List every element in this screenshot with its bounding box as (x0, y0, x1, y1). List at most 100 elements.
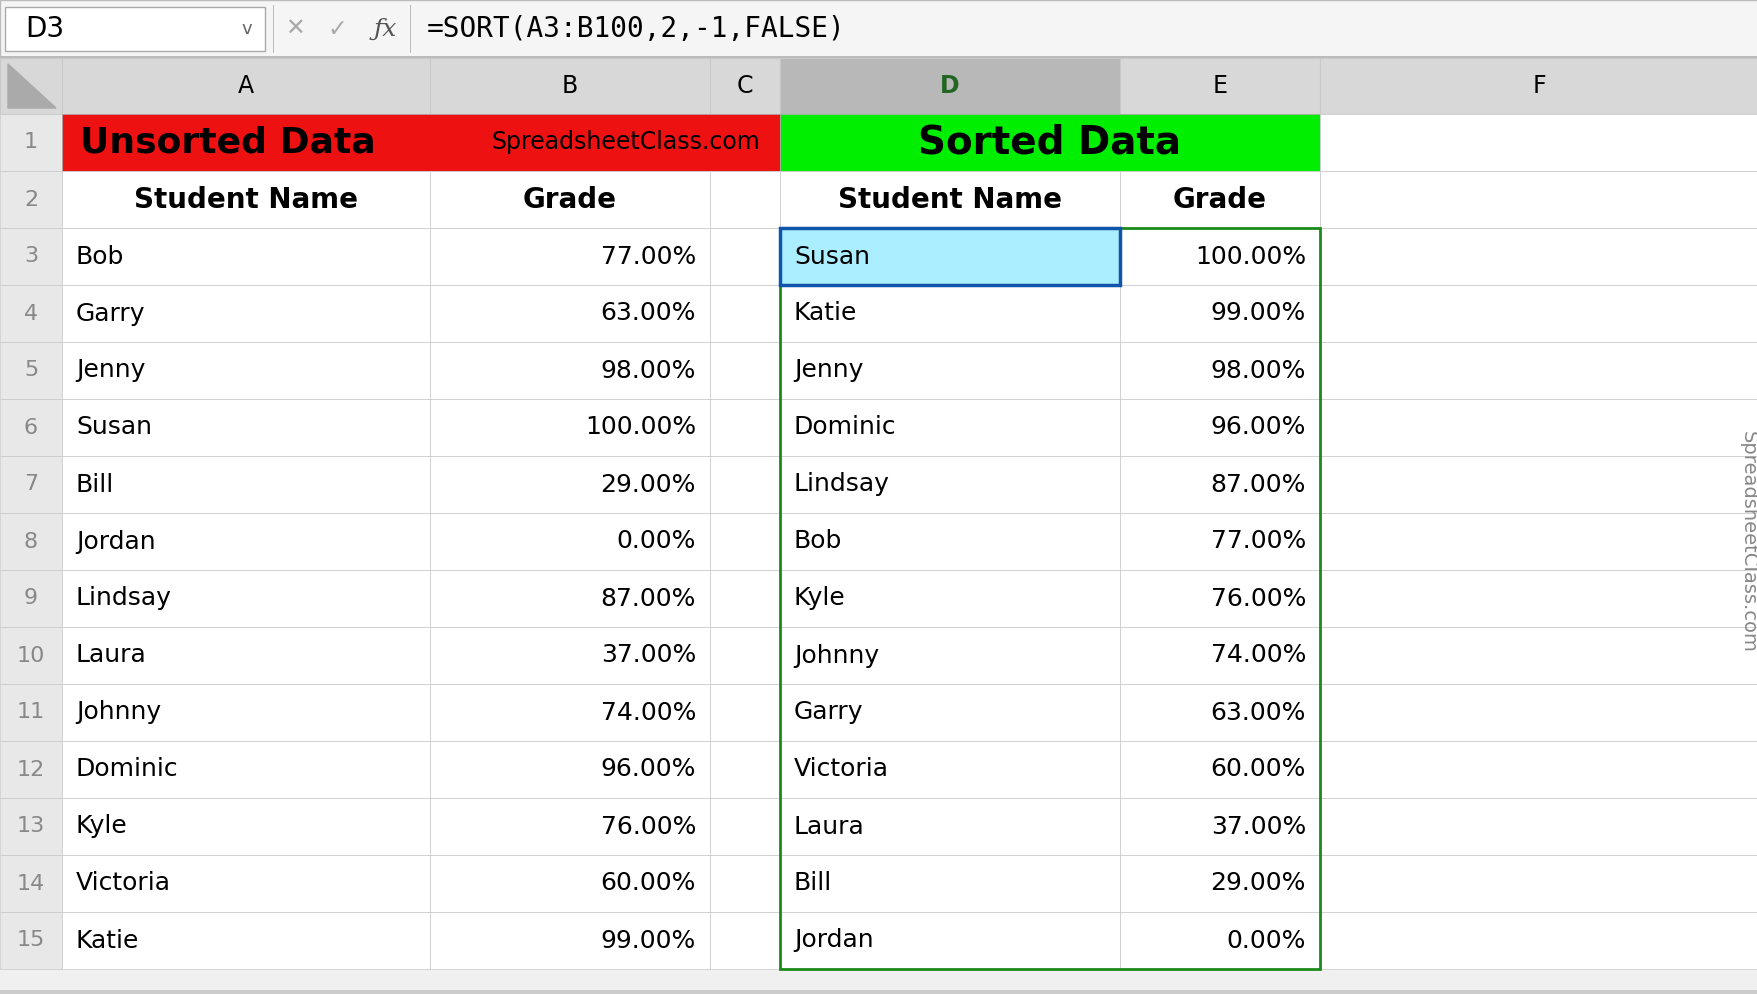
Bar (710, 285, 780, 342)
Bar (0, 513, 61, 570)
Text: 14: 14 (18, 874, 46, 894)
Bar (780, 912, 1119, 969)
Text: Jordan: Jordan (76, 530, 156, 554)
Text: 1: 1 (25, 132, 39, 152)
Bar (0, 0, 1757, 58)
Bar (0, 171, 61, 228)
Bar (780, 171, 1119, 228)
Bar (0, 990, 1757, 994)
Text: Garry: Garry (76, 301, 146, 325)
Text: 77.00%: 77.00% (1211, 530, 1305, 554)
Bar (61, 912, 430, 969)
Text: Laura: Laura (76, 643, 146, 668)
Text: 4: 4 (25, 303, 39, 323)
Bar (430, 798, 710, 855)
Text: 77.00%: 77.00% (601, 245, 696, 268)
Text: Kyle: Kyle (794, 586, 845, 610)
Text: 15: 15 (18, 930, 46, 950)
Bar (710, 58, 780, 114)
Bar (430, 684, 710, 741)
Text: Johnny: Johnny (76, 701, 162, 725)
Bar (430, 228, 710, 285)
Bar (780, 228, 1119, 285)
Text: ✓: ✓ (327, 17, 346, 41)
Text: 29.00%: 29.00% (601, 472, 696, 496)
Text: Jordan: Jordan (794, 928, 873, 952)
Bar (61, 855, 430, 912)
Text: D3: D3 (25, 15, 63, 43)
Bar (430, 627, 710, 684)
Bar (0, 855, 61, 912)
Bar (430, 570, 710, 627)
Text: Katie: Katie (76, 928, 139, 952)
Bar (61, 114, 780, 171)
Text: 0.00%: 0.00% (1226, 928, 1305, 952)
Bar (0, 798, 61, 855)
Text: 100.00%: 100.00% (1195, 245, 1305, 268)
Bar (780, 114, 1320, 171)
Text: 96.00%: 96.00% (1211, 415, 1305, 439)
Text: 96.00%: 96.00% (601, 757, 696, 781)
Text: 0.00%: 0.00% (617, 530, 696, 554)
Text: Katie: Katie (794, 301, 857, 325)
Bar (0, 285, 61, 342)
Text: 74.00%: 74.00% (1211, 643, 1305, 668)
Bar (0, 58, 61, 114)
Text: 5: 5 (25, 361, 39, 381)
Bar (61, 342, 430, 399)
Bar (430, 741, 710, 798)
Bar (1119, 684, 1320, 741)
Bar (1320, 342, 1757, 399)
Bar (61, 570, 430, 627)
Text: 8: 8 (25, 532, 39, 552)
Bar (1320, 285, 1757, 342)
Bar (1119, 855, 1320, 912)
Text: 6: 6 (25, 417, 39, 437)
Bar (430, 342, 710, 399)
Bar (1320, 399, 1757, 456)
Bar (780, 228, 1320, 969)
Text: 76.00%: 76.00% (601, 814, 696, 839)
Bar (430, 58, 710, 114)
Bar (1320, 513, 1757, 570)
Bar (710, 627, 780, 684)
Bar (0, 228, 61, 285)
Text: Unsorted Data: Unsorted Data (81, 125, 376, 159)
Polygon shape (9, 64, 56, 108)
Bar (61, 285, 430, 342)
Bar (1119, 456, 1320, 513)
Text: 7: 7 (25, 474, 39, 494)
Bar (1119, 342, 1320, 399)
Text: 74.00%: 74.00% (601, 701, 696, 725)
Bar (1119, 798, 1320, 855)
Bar (710, 855, 780, 912)
Text: 63.00%: 63.00% (601, 301, 696, 325)
Text: 9: 9 (25, 588, 39, 608)
Bar (0, 114, 61, 171)
Bar (0, 342, 61, 399)
Bar (0, 570, 61, 627)
Bar (0, 684, 61, 741)
Bar (1320, 912, 1757, 969)
Bar (1119, 570, 1320, 627)
Bar (1320, 171, 1757, 228)
Bar (430, 171, 710, 228)
Text: Susan: Susan (794, 245, 870, 268)
Text: 63.00%: 63.00% (1211, 701, 1305, 725)
Bar (1119, 285, 1320, 342)
Text: 60.00%: 60.00% (601, 872, 696, 896)
Text: 98.00%: 98.00% (601, 359, 696, 383)
Bar (61, 399, 430, 456)
Text: Johnny: Johnny (794, 643, 878, 668)
Text: Jenny: Jenny (794, 359, 863, 383)
Bar (0, 399, 61, 456)
Bar (61, 684, 430, 741)
Bar (1320, 456, 1757, 513)
Text: Dominic: Dominic (794, 415, 896, 439)
Bar (430, 399, 710, 456)
Text: 12: 12 (18, 759, 46, 779)
Bar (710, 342, 780, 399)
Text: Student Name: Student Name (134, 186, 358, 214)
Text: 37.00%: 37.00% (1211, 814, 1305, 839)
Bar (61, 627, 430, 684)
